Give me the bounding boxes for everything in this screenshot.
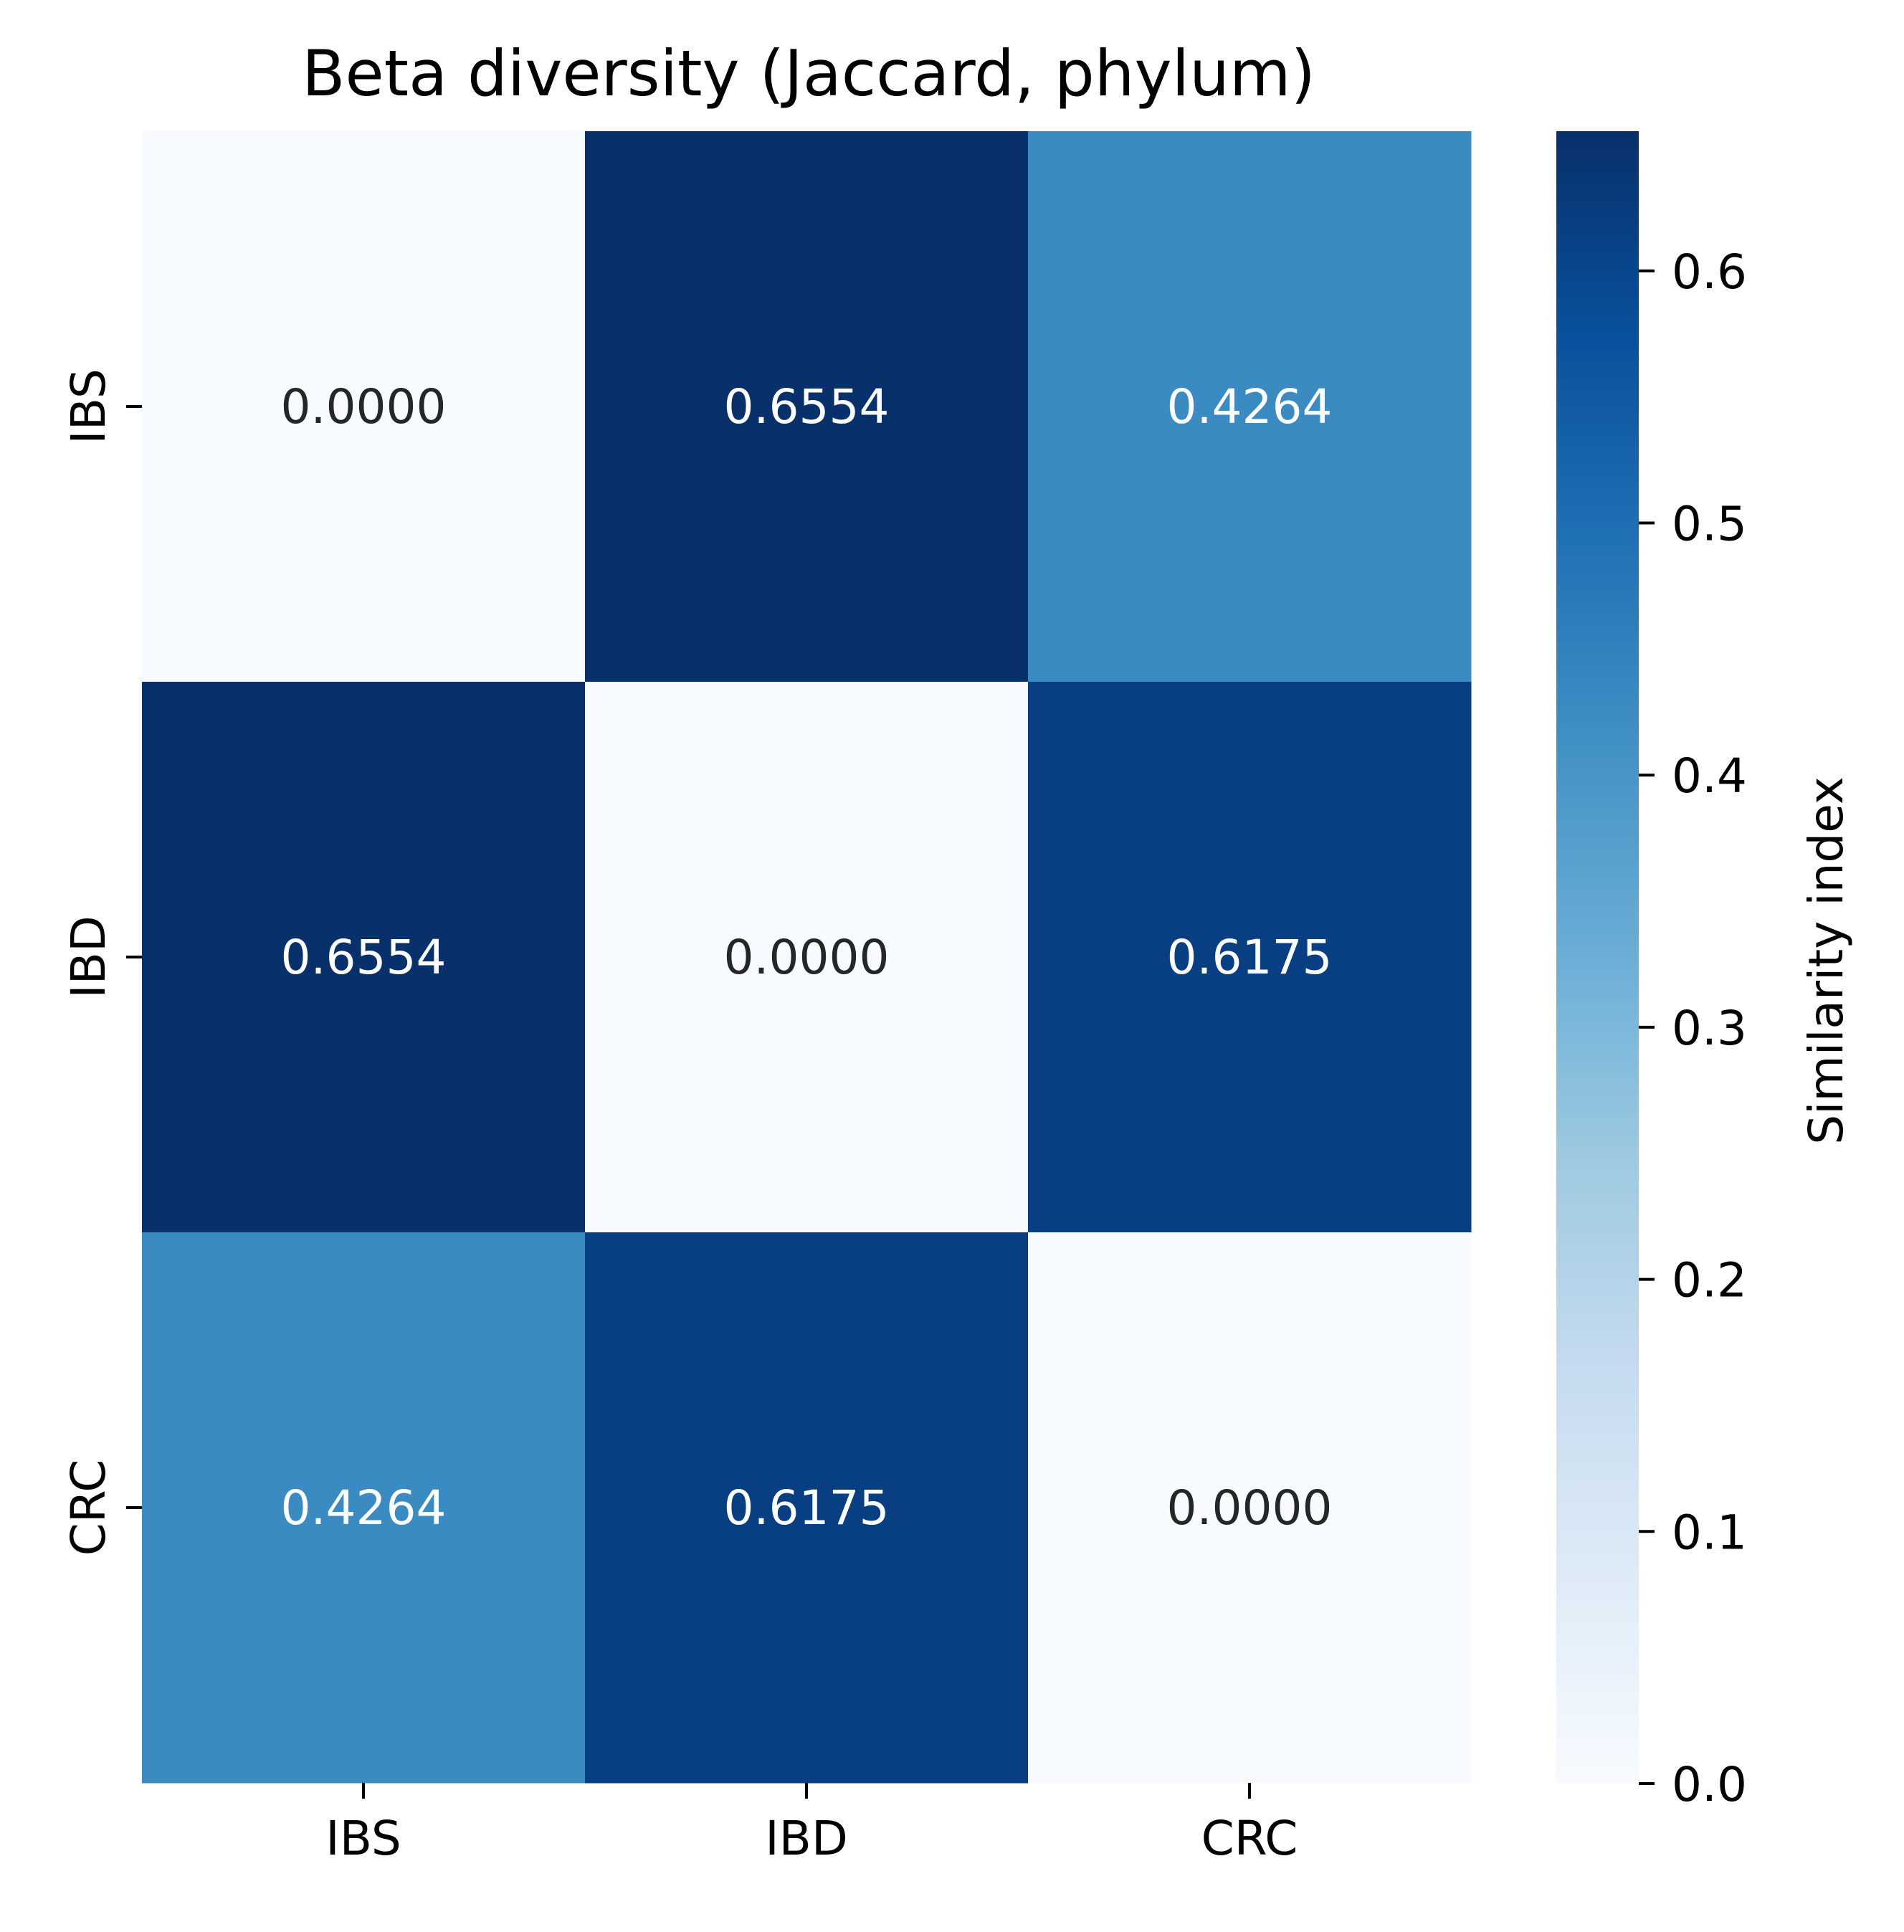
heatmap-cell-IBD-IBS xyxy=(142,682,586,1233)
cell-value-IBS-CRC: 0.4264 xyxy=(1167,379,1333,434)
colorbar-tick-label-0.6: 0.6 xyxy=(1672,244,1747,300)
cell-value-IBD-IBS: 0.6554 xyxy=(281,930,447,985)
heatmap-cells xyxy=(142,131,1472,1784)
colorbar-tick-label-0.5: 0.5 xyxy=(1672,497,1747,552)
colorbar-tick-label-0.2: 0.2 xyxy=(1672,1253,1747,1308)
colorbar: 0.0 0.1 0.2 0.3 0.4 0.5 0.6 xyxy=(1556,131,1747,1812)
cell-value-CRC-IBS: 0.4264 xyxy=(281,1480,447,1536)
chart-title: Beta diversity (Jaccard, phylum) xyxy=(302,37,1315,110)
cell-value-IBS-IBS: 0.0000 xyxy=(281,379,447,434)
heatmap-cell-IBS-IBD xyxy=(585,131,1029,682)
y-tick-label-IBD: IBD xyxy=(61,915,116,999)
cell-value-CRC-CRC: 0.0000 xyxy=(1167,1480,1333,1536)
cell-value-IBD-CRC: 0.6175 xyxy=(1167,930,1333,985)
x-tick-label-IBS: IBS xyxy=(325,1811,401,1866)
colorbar-tick-label-0.1: 0.1 xyxy=(1672,1505,1747,1560)
heatmap-cell-labels: 0.0000 0.6554 0.4264 0.6554 0.0000 0.6175 0.42… xyxy=(281,379,1333,1536)
heatmap-cell-CRC-IBS xyxy=(142,1232,586,1784)
cell-value-IBS-IBD: 0.6554 xyxy=(724,379,890,434)
x-tick-label-CRC: CRC xyxy=(1201,1811,1298,1866)
y-tick-label-CRC: CRC xyxy=(61,1460,116,1556)
colorbar-tick-label-0.4: 0.4 xyxy=(1672,748,1747,804)
heatmap-cell-IBD-IBD xyxy=(585,682,1029,1233)
colorbar-gradient xyxy=(1556,131,1639,1784)
x-tick-label-IBD: IBD xyxy=(765,1811,848,1866)
heatmap-cell-IBS-IBS xyxy=(142,131,586,682)
cell-value-IBD-IBD: 0.0000 xyxy=(724,930,890,985)
heatmap-cell-CRC-IBD xyxy=(585,1232,1029,1784)
x-axis: IBS IBD CRC xyxy=(325,1783,1298,1866)
heatmap-cell-IBS-CRC xyxy=(1028,131,1472,682)
colorbar-tick-label-0.0: 0.0 xyxy=(1672,1757,1747,1812)
colorbar-tick-label-0.3: 0.3 xyxy=(1672,1001,1747,1056)
colorbar-label: Similarity index xyxy=(1799,776,1854,1145)
heatmap-cell-CRC-CRC xyxy=(1028,1232,1472,1784)
cell-value-CRC-IBD: 0.6175 xyxy=(724,1480,890,1536)
y-tick-label-IBS: IBS xyxy=(61,368,116,444)
y-axis: IBS IBD CRC xyxy=(61,368,142,1556)
heatmap-cell-IBD-CRC xyxy=(1028,682,1472,1233)
